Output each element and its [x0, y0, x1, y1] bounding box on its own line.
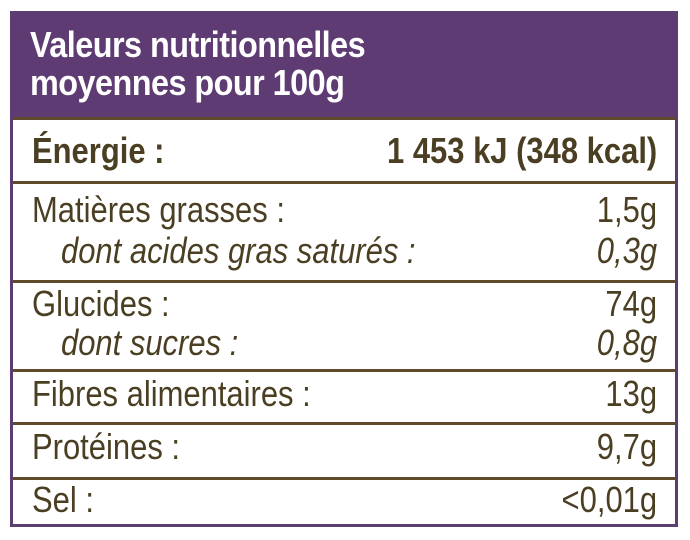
title-line-2: moyennes pour 100g [30, 62, 345, 103]
salt-label: Sel : [32, 479, 94, 520]
energy-label: Énergie : [32, 130, 165, 171]
protein-label: Protéines : [32, 426, 181, 467]
table-header: Valeurs nutritionnelles moyennes pour 10… [13, 14, 675, 117]
saturated-fat-label: dont acides gras saturés : [61, 230, 416, 271]
sugars-value: 0,8g [596, 322, 657, 363]
carbohydrates-value: 74g [605, 283, 657, 324]
carbohydrates-label: Glucides : [32, 283, 170, 324]
fibre-label: Fibres alimentaires : [32, 373, 311, 414]
energy-row: Énergie : 1 453 kJ (348 kcal) [13, 117, 675, 181]
fibre-value: 13g [605, 373, 657, 414]
carbohydrates-row: Glucides : 74g dont sucres : 0,8g [13, 280, 675, 369]
saturated-fat-value: 0,3g [596, 230, 657, 271]
fibre-row: Fibres alimentaires : 13g [13, 369, 675, 422]
sugars-label: dont sucres : [61, 322, 239, 363]
fat-row: Matières grasses : 1,5g dont acides gras… [13, 181, 675, 280]
protein-value: 9,7g [596, 426, 657, 467]
title-line-1: Valeurs nutritionnelles [30, 24, 366, 65]
energy-value: 1 453 kJ (348 kcal) [386, 130, 657, 171]
fat-label: Matières grasses : [32, 189, 285, 230]
nutrition-facts-table: Valeurs nutritionnelles moyennes pour 10… [10, 11, 678, 527]
salt-row: Sel : <0,01g [13, 477, 675, 524]
salt-value: <0,01g [561, 479, 657, 520]
fat-value: 1,5g [596, 189, 657, 230]
protein-row: Protéines : 9,7g [13, 422, 675, 477]
